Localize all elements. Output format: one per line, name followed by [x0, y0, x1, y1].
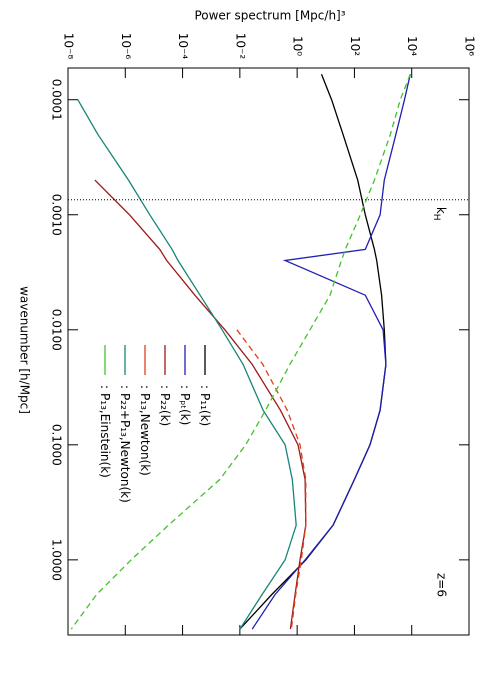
y-tick-label: 10⁻⁴ — [176, 33, 190, 60]
y-tick-label: 10² — [348, 36, 362, 56]
legend-prefix: : — [119, 385, 133, 389]
legend-name: P₂₂(k) — [159, 393, 173, 426]
legend-prefix: : — [199, 385, 213, 389]
x-tick-label: 0.0100 — [50, 309, 64, 351]
series-line — [70, 73, 411, 630]
series-line — [251, 74, 411, 630]
y-tick-label: 10⁻⁶ — [119, 33, 133, 60]
legend-name: Pₚₜ(k) — [179, 393, 193, 425]
y-tick-label: 10⁰ — [291, 36, 305, 56]
legend-name: P₂₂+P₁₃,Newton(k) — [119, 393, 133, 503]
legend-label: : P₂₂+P₁₃,Newton(k) — [119, 385, 133, 503]
series-line — [77, 99, 297, 630]
legend-prefix: : — [179, 385, 193, 389]
legend-name: P₁₃,Newton(k) — [139, 393, 153, 476]
annotation-sub: H — [432, 214, 442, 221]
legend-label: : Pₚₜ(k) — [179, 385, 193, 425]
legend-name: P₁₁(k) — [199, 393, 213, 426]
x-tick-label: 0.0010 — [50, 194, 64, 236]
series-line — [239, 73, 387, 630]
legend-label: : P₁₃,Einstein(k) — [99, 385, 113, 478]
annotation: z=6 — [435, 573, 449, 597]
series-line — [236, 329, 307, 630]
x-tick-label: 1.0000 — [50, 539, 64, 581]
y-tick-label: 10⁴ — [405, 36, 419, 56]
chart-title: Power spectrum [Mpc/h]³ — [194, 9, 345, 23]
x-tick-label: 0.1000 — [50, 424, 64, 466]
legend-prefix: : — [159, 385, 173, 389]
legend-label: : P₁₁(k) — [199, 385, 213, 426]
legend-prefix: : — [99, 385, 113, 389]
annotation-text: k — [435, 207, 449, 214]
legend-label: : P₂₂(k) — [159, 385, 173, 426]
y-tick-label: 10⁶ — [463, 36, 477, 56]
y-tick-label: 10⁻² — [233, 33, 247, 60]
series-line — [94, 179, 307, 630]
x-tick-label: 0.0001 — [50, 79, 64, 121]
plot-frame — [67, 67, 470, 636]
legend-prefix: : — [139, 385, 153, 389]
x-axis-label: wavenumber [h/Mpc] — [18, 286, 32, 414]
y-tick-label: 10⁻⁸ — [62, 33, 76, 60]
annotation: kH — [432, 207, 449, 221]
legend-label: : P₁₃,Newton(k) — [139, 385, 153, 476]
legend-name: P₁₃,Einstein(k) — [99, 393, 113, 478]
